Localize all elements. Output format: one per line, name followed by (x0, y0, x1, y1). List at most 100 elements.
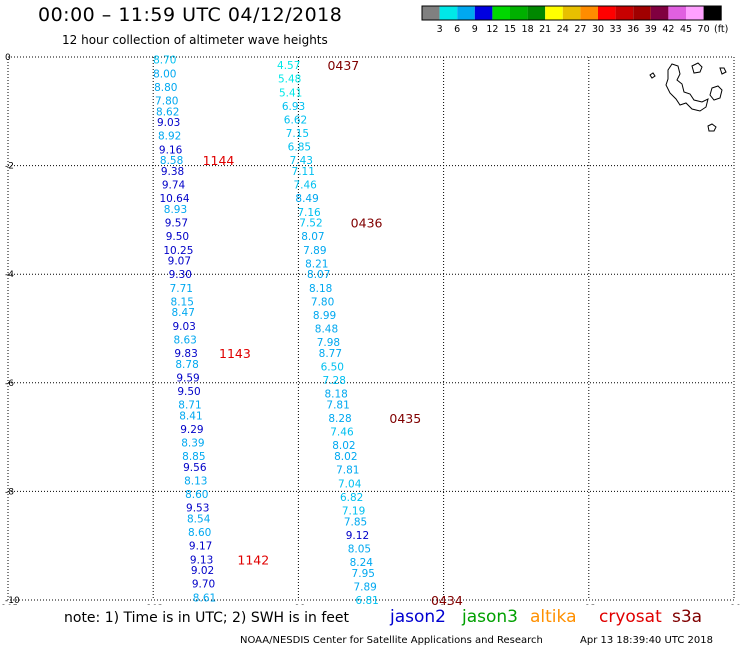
color-swatch (562, 6, 581, 20)
wave-height-point: 9.53 (186, 503, 209, 515)
color-scale: 3 6 9 12 15 18 21 24 27 30 33 36 39 42 45 70 (ft) (421, 5, 728, 35)
wave-height-point: 6.85 (288, 142, 311, 154)
wave-height-point: 8.49 (295, 193, 318, 205)
color-swatch (422, 6, 440, 20)
pass-time-label: 1144 (203, 153, 235, 168)
page-title: 00:00 – 11:59 UTC 04/12/2018 (38, 4, 343, 26)
color-swatch (633, 6, 651, 20)
wave-height-point: 7.95 (352, 568, 375, 580)
color-scale-label: 30 (592, 24, 604, 35)
wave-height-point: 7.11 (292, 166, 315, 178)
pass-time-label: 0436 (351, 216, 383, 231)
wave-height-point: 8.71 (178, 400, 201, 412)
color-swatch (615, 6, 634, 20)
color-scale-label: 3 (437, 24, 443, 35)
color-scale-label: 27 (574, 24, 586, 35)
y-tick-label: -2 (5, 162, 14, 172)
wave-height-point: 9.02 (191, 565, 214, 577)
wave-height-point: 8.41 (179, 410, 202, 422)
wave-height-point: 6.62 (284, 114, 307, 126)
wave-height-point: 7.19 (342, 505, 365, 517)
wave-height-point: 6.82 (340, 492, 363, 504)
legend-jason3: jason3 (462, 607, 518, 627)
wave-height-point: 8.07 (301, 231, 324, 243)
wave-height-point: 8.39 (181, 438, 204, 450)
x-tick-label: -105 (0, 604, 18, 605)
color-scale-label: 39 (645, 24, 657, 35)
y-tick-label: -4 (5, 270, 14, 280)
wave-height-point: 9.17 (189, 541, 212, 553)
legend-s3a: s3a (672, 607, 703, 627)
wave-height-point: 7.52 (299, 218, 322, 230)
wave-height-point: 8.60 (188, 527, 211, 539)
wave-height-point: 9.13 (190, 554, 213, 566)
wave-height-point: 8.18 (309, 283, 332, 295)
wave-height-point: 9.12 (346, 530, 369, 542)
wave-height-point: 7.15 (286, 128, 309, 140)
x-tick-label: -102 (143, 604, 163, 605)
credit-text: NOAA/NESDIS Center for Satellite Applica… (240, 635, 543, 646)
color-scale-label: 6 (454, 24, 460, 35)
wave-height-point: 8.93 (164, 204, 187, 216)
wave-height-point: 8.21 (305, 258, 328, 270)
altimeter-map: 0 -2 -4 -6 -8 -10-105 -102 -99 -96 -93 -90 8.708.00… (0, 53, 740, 605)
wave-height-point: 7.98 (317, 337, 340, 349)
wave-height-point: 8.99 (313, 310, 336, 322)
plot-frame (7, 56, 735, 601)
color-swatch (439, 6, 458, 20)
color-swatch (703, 6, 722, 20)
color-scale-label: 45 (680, 24, 692, 35)
color-swatch (668, 6, 686, 20)
wave-height-point: 9.57 (165, 218, 188, 230)
wave-height-point: 9.70 (192, 579, 215, 591)
wave-height-point: 7.89 (353, 581, 376, 593)
wave-height-point: 6.50 (321, 362, 344, 374)
wave-height-point: 9.03 (157, 117, 180, 129)
wave-height-point: 10.25 (163, 245, 193, 257)
wave-height-point: 7.71 (170, 283, 193, 295)
wave-height-point: 8.02 (334, 451, 357, 463)
wave-height-point: 7.16 (297, 207, 321, 219)
wave-height-point: 10.64 (159, 193, 189, 205)
wave-height-point: 5.48 (278, 74, 301, 86)
wave-height-point: 7.80 (311, 296, 334, 308)
color-swatch (545, 6, 563, 20)
wave-height-point: 8.70 (153, 55, 176, 67)
wave-height-point: 8.58 (160, 155, 183, 167)
wave-height-point: 8.92 (158, 131, 181, 143)
color-swatch (457, 6, 475, 20)
wave-height-point: 8.61 (193, 592, 216, 604)
pass-time-label: 0437 (327, 58, 359, 73)
color-scale-label: 21 (539, 24, 551, 35)
wave-height-point: 7.04 (338, 478, 362, 490)
pass-time-label: 1143 (219, 346, 251, 361)
wave-height-point: 8.60 (185, 489, 208, 501)
wave-height-point: 8.77 (319, 348, 342, 360)
wave-height-point: 8.47 (172, 307, 195, 319)
color-swatch (686, 6, 704, 20)
wave-height-point: 7.28 (323, 375, 346, 387)
wave-height-point: 9.50 (166, 231, 189, 243)
color-scale-label: 9 (472, 24, 478, 35)
island-outline (649, 62, 727, 132)
color-swatch (650, 6, 669, 20)
wave-height-point: 6.93 (282, 101, 305, 113)
color-swatch (510, 6, 528, 20)
color-scale-label: 36 (627, 24, 639, 35)
wave-height-point: 9.16 (159, 144, 183, 156)
page-subtitle: 12 hour collection of altimeter wave hei… (62, 33, 328, 47)
wave-height-point: 8.62 (156, 106, 179, 118)
pass-time-label: 1141 (248, 604, 280, 605)
x-tick-label: -96 (436, 604, 451, 605)
wave-height-point: 8.18 (324, 389, 347, 401)
wave-height-point: 8.28 (328, 413, 351, 425)
wave-height-point: 9.59 (176, 372, 199, 384)
wave-height-point: 8.00 (153, 68, 176, 80)
wave-height-point: 9.03 (172, 321, 195, 333)
wave-height-point: 8.48 (315, 324, 338, 336)
pass-time-label: 0435 (389, 411, 421, 426)
wave-height-point: 8.13 (184, 476, 207, 488)
wave-height-point: 8.80 (154, 82, 177, 94)
wave-height-point: 8.63 (173, 334, 196, 346)
wave-height-point: 8.05 (348, 543, 371, 555)
